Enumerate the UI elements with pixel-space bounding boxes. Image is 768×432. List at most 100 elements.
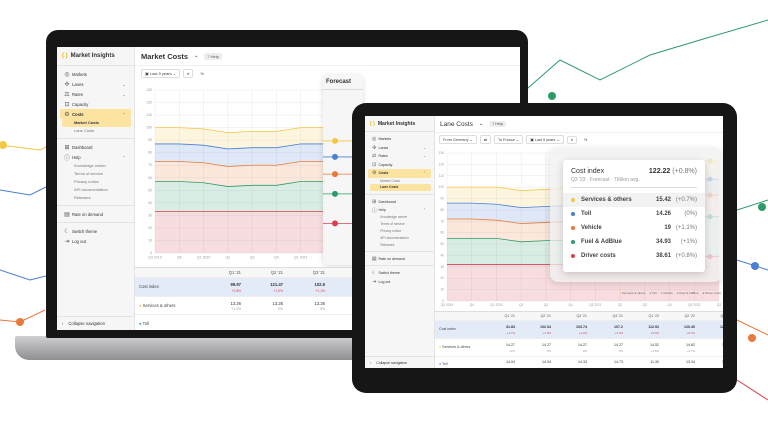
- sidebar-item-costs[interactable]: ⚙ Costs ⌃: [60, 109, 131, 119]
- column-header[interactable]: Q1 '22: [648, 314, 659, 318]
- sidebar-item-rate-on-demand[interactable]: ▤ Rate on demand: [368, 254, 431, 263]
- cell-change: +0.6%: [699, 349, 724, 353]
- column-header[interactable]: Q1 '21: [504, 314, 515, 318]
- sidebar-item-capacity[interactable]: ⊡ Capacity: [60, 99, 131, 109]
- sidebar-item-log-out[interactable]: ⇥ Log out: [60, 236, 131, 246]
- swap-direction-button[interactable]: ⇄: [479, 135, 491, 144]
- fuel-forecast-point[interactable]: [332, 190, 338, 197]
- toll-forecast-point[interactable]: [332, 153, 338, 160]
- sidebar-item-markets[interactable]: ◎ Markets: [368, 135, 431, 144]
- legend-item[interactable]: ● Driver costs: [703, 291, 722, 295]
- page-title[interactable]: Market Costs: [141, 51, 189, 61]
- sidebar-subitem-privacy-notice[interactable]: Privacy notice: [380, 228, 402, 233]
- sidebar-item-rate-on-demand[interactable]: ▤ Rate on demand: [60, 209, 131, 219]
- driver-forecast-point[interactable]: [332, 220, 338, 227]
- chevron-up-icon: ⌃: [122, 111, 126, 117]
- sidebar-item-lanes[interactable]: ✣ Lanes ⌄: [368, 144, 431, 153]
- sidebar-item-switch-theme[interactable]: ☾ Switch theme: [368, 269, 431, 278]
- vehicle-forecast-point[interactable]: [332, 171, 338, 178]
- sidebar-item-rates[interactable]: ⚖ Rates ⌄: [368, 152, 431, 161]
- column-header[interactable]: Q3 '21: [312, 270, 325, 275]
- sidebar-item-help[interactable]: ⓘ Help ⌃: [60, 152, 131, 162]
- table-row[interactable]: Cost index 31.83 +3.7% 102.34 +1.0% 103.74 +1.…: [435, 321, 723, 339]
- sidebar-subitem-api-documentation[interactable]: API documentation: [380, 235, 409, 240]
- row-label-text: Cost index: [439, 327, 456, 332]
- sidebar-item-switch-theme[interactable]: ☾ Switch theme: [60, 226, 131, 236]
- collapse-navigation-button[interactable]: ‹ Collapse navigation: [365, 356, 434, 368]
- sidebar-subitem-releases[interactable]: Releases: [74, 195, 91, 200]
- column-header[interactable]: Q2 '21: [540, 314, 551, 318]
- help-button[interactable]: ? Help: [489, 121, 507, 127]
- sidebar-subitem-lane-costs[interactable]: Lane Costs: [370, 184, 431, 192]
- origin-select[interactable]: From Germany ⌄: [439, 135, 477, 144]
- sidebar-item-rates[interactable]: ⚖ Rates ⌄: [60, 89, 131, 99]
- column-header[interactable]: Q1 '21: [228, 270, 241, 275]
- sidebar-item-label: Log out: [72, 238, 86, 244]
- app-title: Market Insights: [377, 120, 416, 127]
- cost-chart: 0 10 20 30 40 50 60 70 80 90 100 110 120 130 Q3 2019 Q4…: [146, 88, 327, 260]
- sidebar-subitem-market-costs[interactable]: Market Costs: [62, 119, 131, 127]
- sidebar-subitem-terms-of-service[interactable]: Terms of service: [74, 171, 104, 176]
- legend-item[interactable]: ● Fuel & AdBlue: [677, 291, 699, 295]
- sidebar-subitem-terms-of-service[interactable]: Terms of service: [380, 222, 405, 227]
- app-logo[interactable]: ( ) Market Insights: [57, 47, 134, 66]
- percent-view-toggle[interactable]: %: [196, 69, 208, 78]
- services-forecast-point[interactable]: [332, 137, 338, 144]
- sidebar-item-dashboard[interactable]: ⊞ Dashboard: [368, 197, 431, 206]
- column-header[interactable]: Q3 '22: [720, 314, 723, 318]
- column-header[interactable]: Q2 '21: [270, 270, 283, 275]
- sidebar-subitem-api-documentation[interactable]: API documentation: [74, 187, 108, 192]
- y-tick-label: 130: [439, 151, 445, 155]
- tooltip-item-change: (0%): [684, 211, 697, 217]
- legend-item[interactable]: ● Services & others: [619, 291, 645, 295]
- chevron-down-icon[interactable]: ⌄: [478, 121, 484, 127]
- absolute-view-toggle[interactable]: #: [183, 69, 194, 78]
- tooltip-item-label: Driver costs: [581, 253, 616, 259]
- app-logo[interactable]: ( ) Market Insights: [365, 116, 434, 133]
- column-header[interactable]: Q3 '21: [576, 314, 587, 318]
- sidebar-item-markets[interactable]: ◎ Markets: [60, 69, 131, 79]
- sidebar-item-dashboard[interactable]: ⊞ Dashboard: [60, 142, 131, 152]
- percent-view-toggle[interactable]: %: [579, 135, 592, 144]
- sidebar-subitem-knowledge-center[interactable]: Knowledge center: [74, 163, 106, 168]
- forecast-chart: [323, 137, 363, 227]
- column-header[interactable]: Q4 '21: [612, 314, 623, 318]
- toolbar: From Germany ⌄ ⇄ To France ⌄ ▣ Last 5 ye…: [439, 135, 592, 144]
- x-tick-label: Q2: [717, 303, 721, 307]
- table-row[interactable]: ● Toll 14.04 14.04 14.33 14.73 11.30 13.34 14.7…: [435, 357, 723, 368]
- sidebar-item-capacity[interactable]: ⊡ Capacity: [368, 161, 431, 170]
- column-header[interactable]: Q2 '22: [684, 314, 695, 318]
- help-button[interactable]: ? Help: [204, 52, 222, 60]
- sidebar-subitem-lane-costs[interactable]: Lane Costs: [74, 128, 95, 133]
- page-title[interactable]: Lane Costs: [440, 120, 473, 128]
- period-select[interactable]: ▣ Last 5 years ⌄: [141, 69, 181, 78]
- sidebar-subitem-releases[interactable]: Releases: [380, 242, 395, 247]
- sidebar-item-log-out[interactable]: ⇥ Log out: [368, 278, 431, 287]
- sidebar-subitem-privacy-notice[interactable]: Privacy notice: [74, 179, 99, 184]
- moon-icon: ☾: [64, 228, 70, 235]
- tooltip-change: (+0.8%): [672, 168, 697, 175]
- legend-item[interactable]: ● Toll: [649, 291, 656, 295]
- chevron-down-icon: ⌄: [423, 154, 426, 159]
- sidebar-item-lanes[interactable]: ✣ Lanes ⌄: [60, 79, 131, 89]
- legend-item[interactable]: ● Vehicle: [660, 291, 672, 295]
- vehicle-line: [155, 161, 325, 167]
- sidebar-item-label: Costs: [72, 111, 84, 117]
- absolute-view-toggle[interactable]: #: [566, 135, 577, 144]
- sidebar-subitem-knowledge-center[interactable]: Knowledge center: [380, 215, 408, 220]
- chevron-down-icon[interactable]: ⌄: [194, 53, 199, 59]
- x-tick-label: Q2: [618, 303, 622, 307]
- cell-value: 102.9: [314, 282, 325, 288]
- sidebar-item-costs[interactable]: ⚙ Costs ⌃: [368, 169, 431, 178]
- period-select[interactable]: ▣ Last 5 years ⌄: [526, 135, 564, 144]
- sidebar-subitem-market-costs[interactable]: Market Costs: [380, 178, 401, 183]
- table-row[interactable]: ● Services & others 14.27 +1% 14.27 0% 14.27 0…: [435, 339, 723, 357]
- sidebar-item-help[interactable]: ⓘ Help ⌃: [368, 206, 431, 215]
- table-row[interactable]: ● Toll: [135, 315, 520, 330]
- logout-icon: ⇥: [64, 238, 70, 245]
- collapse-navigation-button[interactable]: ‹ Collapse navigation: [57, 316, 134, 330]
- markets-icon: ◎: [64, 71, 70, 78]
- sidebar-item-label: Dashboard: [378, 199, 396, 204]
- destination-select[interactable]: To France ⌄: [493, 135, 524, 144]
- page-header: Market Costs ⌄ ? Help: [135, 47, 520, 66]
